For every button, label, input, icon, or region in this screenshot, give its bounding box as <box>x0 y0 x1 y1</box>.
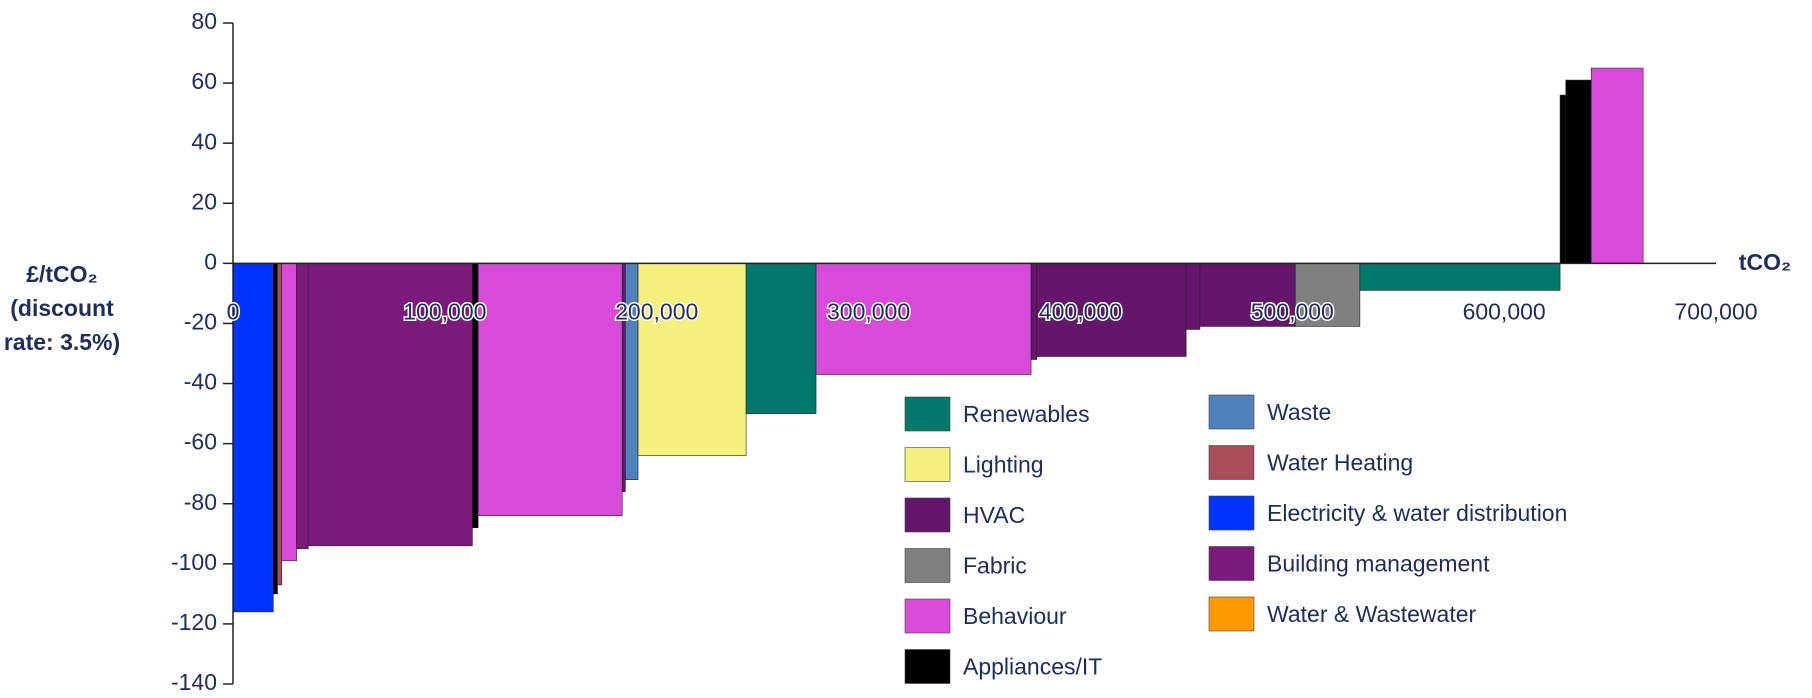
legend-swatch <box>904 598 951 634</box>
bar <box>1030 263 1038 360</box>
y-axis-label: £/tCO₂ <box>26 261 98 287</box>
legend-label: Behaviour <box>963 603 1067 629</box>
bar <box>277 263 283 586</box>
legend-swatch <box>1208 546 1255 581</box>
legend-label: HVAC <box>963 502 1025 528</box>
bar <box>1559 94 1567 264</box>
legend-swatch <box>904 649 951 684</box>
legend-label: Lighting <box>963 452 1044 478</box>
x-tick-label: 200,000 <box>615 298 698 324</box>
y-tick-label: 80 <box>191 8 217 34</box>
y-tick-label: 40 <box>191 128 217 154</box>
x-tick-label: 300,000 <box>827 298 910 324</box>
bar <box>477 263 623 517</box>
y-tick-label: -40 <box>184 369 217 395</box>
legend-label: Appliances/IT <box>963 654 1102 680</box>
legend-label: Water & Wastewater <box>1267 601 1477 627</box>
y-tick-label: -100 <box>171 549 217 575</box>
y-tick-label: -120 <box>171 609 217 635</box>
legend-swatch <box>904 396 951 432</box>
x-tick-label: 400,000 <box>1039 298 1122 324</box>
y-tick-label: 60 <box>191 68 217 94</box>
legend-swatch <box>1208 394 1255 430</box>
y-tick-label: -20 <box>184 309 217 335</box>
bar <box>1590 67 1644 264</box>
legend-label: Building management <box>1267 551 1490 577</box>
x-tick-label: 500,000 <box>1251 298 1334 324</box>
legend-swatch <box>904 548 951 583</box>
x-axis-label: tCO₂ <box>1739 249 1791 275</box>
legend-swatch <box>904 497 951 533</box>
bar <box>232 263 274 613</box>
bar <box>1359 263 1561 291</box>
y-tick-label: -80 <box>184 489 217 515</box>
bar <box>272 263 278 595</box>
x-tick-label: 100,000 <box>403 298 486 324</box>
bar <box>637 263 747 456</box>
bar <box>1036 263 1187 357</box>
bar <box>307 263 473 547</box>
y-axis-label: (discount <box>10 295 114 321</box>
legend-swatch <box>1208 445 1255 480</box>
y-tick-label: -60 <box>184 429 217 455</box>
bar <box>296 263 309 550</box>
bar <box>1565 79 1592 264</box>
legend-swatch <box>1208 495 1255 531</box>
y-tick-label: 20 <box>191 188 217 214</box>
legend-swatch <box>1208 596 1255 632</box>
bar <box>1185 263 1201 330</box>
y-tick-label: 0 <box>204 248 217 274</box>
legend-label: Electricity & water distribution <box>1267 500 1567 526</box>
bar <box>625 263 639 480</box>
legend-label: Water Heating <box>1267 450 1413 476</box>
y-axis-label: rate: 3.5%) <box>4 329 120 355</box>
y-tick-label: -140 <box>171 669 217 695</box>
x-tick-label: 600,000 <box>1463 298 1546 324</box>
legend-label: Waste <box>1267 399 1331 425</box>
bar <box>281 263 297 562</box>
bar <box>745 263 817 414</box>
legend-label: Fabric <box>963 553 1027 579</box>
x-tick-label: 700,000 <box>1674 298 1757 324</box>
bar <box>815 263 1032 375</box>
x-tick-label: 0 <box>227 298 240 324</box>
legend-label: Renewables <box>963 401 1090 427</box>
legend-swatch <box>904 447 951 482</box>
